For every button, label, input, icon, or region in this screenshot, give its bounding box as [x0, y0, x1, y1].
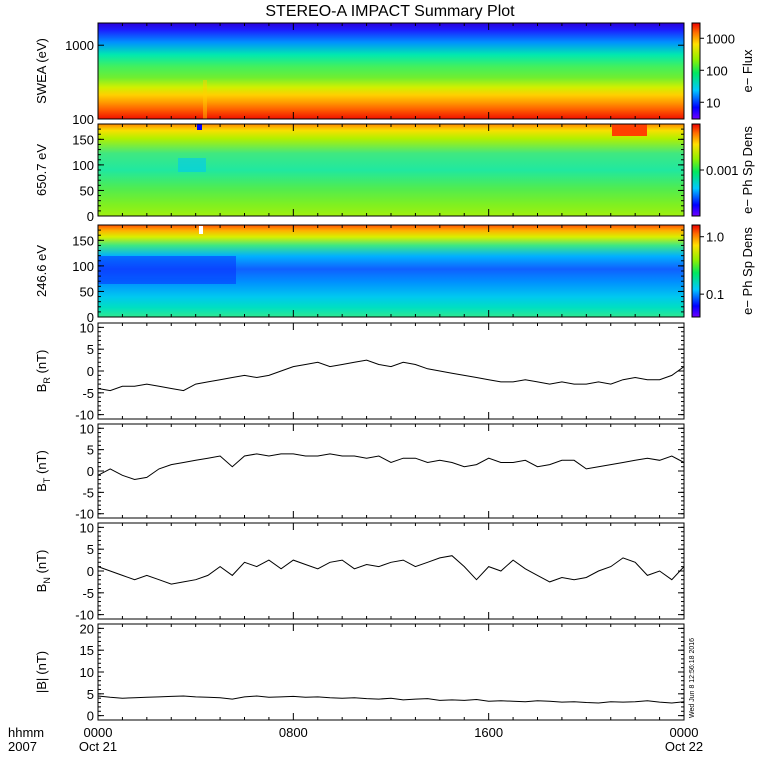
pa246-ylabel: 246.6 eV — [34, 245, 49, 297]
time-tick-label: 0000 — [84, 725, 113, 740]
bn-ytick-label: -5 — [82, 586, 94, 601]
pa246-ytick-label: 0 — [87, 310, 94, 325]
swea-y-axis: 100 1000 — [65, 23, 685, 127]
pa246-colorbar-label: e− Ph Sp Dens — [740, 227, 755, 315]
br-ytick-label: -10 — [75, 408, 94, 423]
swea-ytick-label: 1000 — [65, 38, 94, 53]
pa650-ytick-label: 50 — [80, 183, 94, 198]
pa650-y-axis: 0 50 100 150 — [72, 123, 685, 224]
pa246-cbar-tick-label: 0.1 — [706, 287, 724, 302]
bmag-ytick-label: 0 — [87, 709, 94, 724]
swea-ylabel: SWEA (eV) — [34, 38, 49, 104]
bn-trace — [97, 555, 685, 585]
pa246-ytick-label: 50 — [80, 284, 94, 299]
bt-frame — [97, 423, 685, 519]
bt-ytick-label: 10 — [80, 421, 94, 436]
bmag-ytick-label: 15 — [80, 643, 94, 658]
panel-bn: -10 -5 0 5 10 BN (nT) — [34, 520, 685, 623]
time-axis-row2-label: 2007 — [8, 739, 37, 754]
pa246-dark-band — [98, 256, 236, 284]
panel-swea: 100 1000 SWEA (eV) 10 100 1000 e− Flux — [34, 22, 755, 127]
swea-cbar-tick-label: 10 — [706, 95, 720, 110]
panel-pa-246: 0 50 100 150 246.6 eV 0.1 1.0 e− Ph Sp Dens — [34, 224, 755, 325]
bn-ytick-label: 0 — [87, 564, 94, 579]
bn-frame — [97, 522, 685, 620]
panel-br: -10 -5 0 5 10 BR (nT) — [34, 320, 685, 423]
pa246-ytick-label: 100 — [72, 259, 94, 274]
panel-bt: -10 -5 0 5 10 BT (nT) — [34, 421, 685, 522]
timestamp-stamp: Wed Jun 8 12:56:18 2016 — [689, 638, 696, 718]
pa650-ytick-label: 0 — [87, 209, 94, 224]
swea-colorbar — [691, 22, 701, 120]
swea-colorbar-ticks: 10 100 1000 — [700, 31, 735, 110]
time-tick-date: Oct 22 — [665, 739, 703, 754]
bt-ylabel: BT (nT) — [34, 450, 52, 492]
swea-colorbar-label: e− Flux — [740, 49, 755, 92]
pa650-ytick-label: 150 — [72, 132, 94, 147]
pa650-cbar-tick-label: 0.001 — [706, 163, 739, 178]
bn-ytick-label: -10 — [75, 608, 94, 623]
bmag-ytick-label: 20 — [80, 621, 94, 636]
pa650-colorbar-ticks: 0.001 — [700, 163, 739, 178]
time-tick-date: Oct 21 — [79, 739, 117, 754]
pa650-cyan-patch — [178, 158, 206, 172]
pa650-ytick-label: 100 — [72, 158, 94, 173]
pa650-colorbar-label: e− Ph Sp Dens — [740, 126, 755, 214]
swea-cbar-tick-label: 100 — [706, 63, 728, 78]
bt-ytick-label: 0 — [87, 464, 94, 479]
pa246-y-axis: 0 50 100 150 — [72, 224, 685, 325]
bt-ytick-label: 5 — [87, 443, 94, 458]
pa246-ytick-label: 150 — [72, 233, 94, 248]
pa246-colorbar-ticks: 0.1 1.0 — [700, 230, 724, 302]
bt-ytick-label: -10 — [75, 507, 94, 522]
swea-dip-band — [203, 80, 207, 119]
bmag-ytick-label: 10 — [80, 665, 94, 680]
br-ylabel: BR (nT) — [34, 350, 52, 393]
br-ytick-label: 5 — [87, 342, 94, 357]
bmag-ylabel: |B|(nT) — [34, 651, 49, 693]
br-ytick-label: 0 — [87, 364, 94, 379]
br-y-axis: -10 -5 0 5 10 — [75, 320, 685, 423]
time-tick-label: 0000 — [670, 725, 699, 740]
bmag-frame — [97, 623, 685, 721]
bt-trace — [97, 453, 685, 481]
swea-spectrogram — [98, 23, 684, 119]
panel-bmag: 0 5 10 15 20 |B|(nT) Wed Jun 8 12:56:18 2016 — [34, 621, 696, 723]
pa246-white-mark — [199, 226, 203, 234]
plot-title: STEREO-A IMPACT Summary Plot — [265, 3, 515, 20]
bt-ytick-label: -5 — [82, 485, 94, 500]
pa650-ylabel: 650.7 eV — [34, 144, 49, 196]
pa246-cbar-tick-label: 1.0 — [706, 230, 724, 245]
bn-ylabel: BN (nT) — [34, 550, 52, 593]
br-ytick-label: -5 — [82, 386, 94, 401]
br-ytick-label: 10 — [80, 320, 94, 335]
br-trace — [97, 359, 685, 392]
br-frame — [97, 322, 685, 420]
bmag-trace — [97, 695, 685, 704]
pa650-colorbar — [691, 123, 701, 217]
bmag-y-axis: 0 5 10 15 20 — [80, 621, 685, 724]
swea-cbar-tick-label: 1000 — [706, 31, 735, 46]
time-axis-row1-label: hhmm — [8, 725, 44, 740]
bt-y-axis: -10 -5 0 5 10 — [75, 421, 685, 522]
bmag-ytick-label: 5 — [87, 687, 94, 702]
time-tick-label: 1600 — [474, 725, 503, 740]
time-tick-label: 0800 — [279, 725, 308, 740]
panel-pa-650: 0 50 100 150 650.7 eV 0.001 e− Ph Sp Dens — [34, 123, 755, 224]
pa650-blue-mark — [197, 124, 202, 130]
bn-ytick-label: 10 — [80, 520, 94, 535]
pa246-colorbar — [691, 224, 701, 318]
pa650-hot-patch — [612, 124, 647, 136]
bn-y-axis: -10 -5 0 5 10 — [75, 520, 685, 623]
bn-ytick-label: 5 — [87, 542, 94, 557]
swea-ytick-label: 100 — [72, 112, 94, 127]
